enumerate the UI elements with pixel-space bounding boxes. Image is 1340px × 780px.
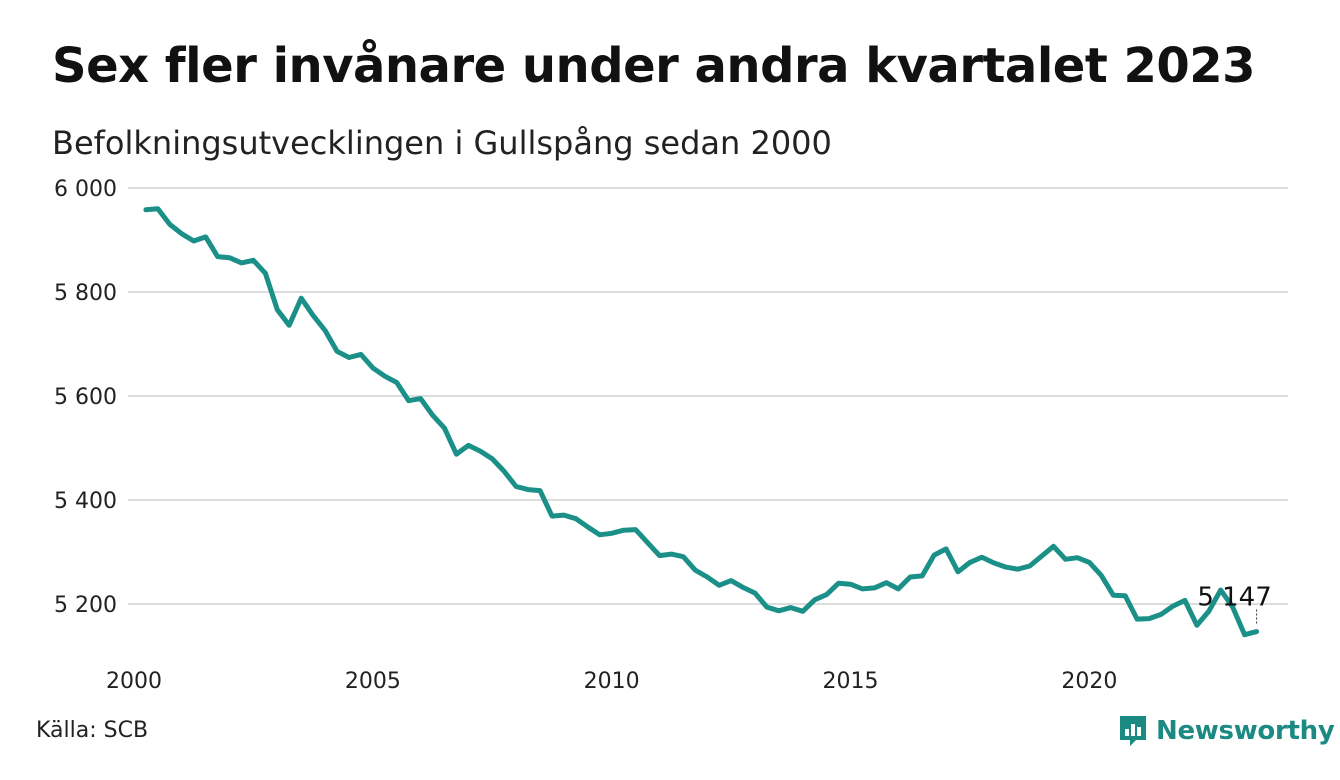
brand-name: Newsworthy <box>1156 716 1335 746</box>
chart-subtitle: Befolkningsutvecklingen i Gullspång seda… <box>52 124 832 162</box>
x-tick-label: 2015 <box>823 669 879 694</box>
brand-logo: Newsworthy <box>1118 714 1335 748</box>
source-note: Källa: SCB <box>36 718 149 743</box>
x-tick-label: 2000 <box>106 669 162 694</box>
x-tick-label: 2020 <box>1061 669 1117 694</box>
x-axis: 2000 2005 2010 2015 2020 <box>106 669 1117 694</box>
grid-lines <box>128 187 1288 605</box>
y-tick-label: 5 600 <box>54 385 117 410</box>
y-tick-label: 5 200 <box>54 593 117 618</box>
y-axis: 6 000 5 800 5 600 5 400 5 200 <box>54 177 117 618</box>
x-tick-label: 2010 <box>584 669 640 694</box>
x-tick-label: 2005 <box>345 669 401 694</box>
y-tick-label: 5 400 <box>54 489 117 514</box>
newsworthy-logo-icon <box>1120 716 1146 746</box>
end-value-label: 5 147 <box>1197 583 1271 613</box>
y-tick-label: 5 800 <box>54 281 117 306</box>
series-line <box>143 206 1260 638</box>
chart-title: Sex fler invånare under andra kvartalet … <box>52 38 1256 94</box>
y-tick-label: 6 000 <box>54 177 117 202</box>
